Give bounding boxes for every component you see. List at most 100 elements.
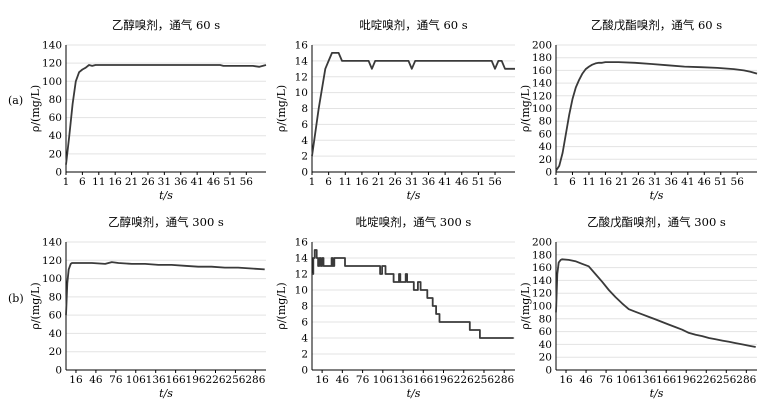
chart-5-x-tick-label: 16 xyxy=(559,374,573,386)
chart-2-y-tick-label: 60 xyxy=(539,128,552,140)
chart-4-y-tick-label: 6 xyxy=(301,317,308,329)
chart-5-y-tick-label: 180 xyxy=(532,249,552,261)
chart-5-y-tick-label: 0 xyxy=(545,365,552,377)
chart-2-y-tick-label: 100 xyxy=(532,103,552,115)
chart-3-x-tick-label: 106 xyxy=(126,374,146,386)
chart-0-x-tick-label: 36 xyxy=(174,176,188,188)
chart-2-y-tick-label: 140 xyxy=(532,78,552,90)
chart-1-y-tick-label: 14 xyxy=(295,55,309,67)
chart-0-x-tick-label: 26 xyxy=(141,176,155,188)
chart-5-y-tick-label: 200 xyxy=(532,237,552,249)
chart-2-x-tick-label: 1 xyxy=(553,176,560,188)
chart-4-x-tick-label: 166 xyxy=(413,374,433,386)
chart-2-x-tick-label: 51 xyxy=(714,176,727,188)
chart-2-x-tick-label: 31 xyxy=(648,176,661,188)
chart-4-x-tick-label: 226 xyxy=(454,374,474,386)
chart-1-x-tick-label: 1 xyxy=(309,176,316,188)
chart-2-x-tick-label: 56 xyxy=(731,176,745,188)
chart-0-x-tick-label: 21 xyxy=(125,176,138,188)
chart-4-series-line xyxy=(312,249,514,339)
chart-2-title: 乙酸戊酯嗅剂，通气 60 s xyxy=(591,18,722,32)
chart-5-x-tick-label: 136 xyxy=(636,374,656,386)
chart-1-x-tick-label: 41 xyxy=(438,176,451,188)
chart-1-x-tick-label: 31 xyxy=(405,176,418,188)
chart-4-y-tick-label: 10 xyxy=(295,285,308,297)
chart-3-y-tick-label: 140 xyxy=(42,237,62,249)
chart-5-y-tick-label: 80 xyxy=(539,313,552,325)
chart-0-x-tick-label: 56 xyxy=(240,176,254,188)
chart-4-x-axis-label: t/s xyxy=(407,387,421,400)
chart-3-x-tick-label: 196 xyxy=(186,374,206,386)
chart-5-y-tick-label: 160 xyxy=(532,262,552,274)
chart-2-y-tick-label: 40 xyxy=(539,141,552,153)
chart-1-x-tick-label: 56 xyxy=(488,176,502,188)
chart-4-x-tick-label: 286 xyxy=(494,374,514,386)
chart-3-x-tick-label: 166 xyxy=(166,374,186,386)
chart-3-x-tick-label: 76 xyxy=(109,374,123,386)
chart-3-y-tick-label: 80 xyxy=(49,291,62,303)
chart-1-y-tick-label: 12 xyxy=(295,71,308,83)
chart-3-y-tick-label: 60 xyxy=(49,310,62,322)
chart-1-y-tick-label: 0 xyxy=(301,167,308,179)
chart-0-y-tick-label: 140 xyxy=(42,40,62,52)
chart-3-y-axis-label: ρ/(mg/L) xyxy=(29,282,42,329)
chart-5-x-tick-label: 76 xyxy=(599,374,613,386)
chart-4-x-tick-label: 256 xyxy=(474,374,494,386)
chart-3-x-tick-label: 256 xyxy=(225,374,245,386)
chart-1-x-tick-label: 36 xyxy=(422,176,436,188)
chart-2-x-axis-label: t/s xyxy=(650,189,664,202)
chart-1-y-tick-label: 2 xyxy=(301,151,308,163)
chart-0-x-tick-label: 51 xyxy=(223,176,236,188)
chart-1-x-tick-label: 51 xyxy=(472,176,485,188)
chart-2-x-tick-label: 11 xyxy=(582,176,595,188)
chart-0-series-line xyxy=(65,64,267,165)
chart-0-x-tick-label: 46 xyxy=(207,176,221,188)
chart-0-x-tick-label: 41 xyxy=(190,176,203,188)
chart-1-y-axis-label: ρ/(mg/L) xyxy=(275,85,288,132)
chart-3-y-tick-label: 40 xyxy=(49,328,62,340)
chart-3-y-tick-label: 120 xyxy=(42,255,62,267)
chart-5-y-tick-label: 140 xyxy=(532,275,552,287)
row-label-a: (a) xyxy=(8,94,23,107)
chart-1-title: 吡啶嗅剂，通气 60 s xyxy=(359,18,467,32)
chart-4-x-tick-label: 196 xyxy=(433,374,453,386)
chart-0-x-tick-label: 11 xyxy=(92,176,105,188)
chart-5-x-tick-label: 196 xyxy=(676,374,696,386)
chart-1-series-line xyxy=(311,52,515,157)
chart-2-y-axis-label: ρ/(mg/L) xyxy=(519,85,532,132)
chart-4-y-tick-label: 2 xyxy=(301,349,308,361)
chart-3-x-tick-label: 136 xyxy=(146,374,166,386)
chart-3-y-tick-label: 20 xyxy=(49,346,62,358)
chart-1-y-tick-label: 10 xyxy=(295,87,308,99)
chart-4-x-tick-label: 46 xyxy=(336,374,350,386)
chart-4-y-tick-label: 14 xyxy=(295,253,309,265)
row-label-b: (b) xyxy=(8,292,24,305)
chart-4-y-tick-label: 12 xyxy=(295,269,308,281)
chart-3-y-tick-label: 0 xyxy=(55,365,62,377)
chart-5-x-axis-label: t/s xyxy=(650,387,664,400)
chart-1-y-tick-label: 16 xyxy=(295,40,309,52)
chart-4-y-axis-label: ρ/(mg/L) xyxy=(275,282,288,329)
chart-0-x-tick-label: 31 xyxy=(158,176,171,188)
chart-5-y-tick-label: 100 xyxy=(532,301,552,313)
chart-0-y-tick-label: 0 xyxy=(55,167,62,179)
chart-2-x-tick-label: 21 xyxy=(615,176,628,188)
chart-5-y-tick-label: 60 xyxy=(539,326,552,338)
chart-2-y-tick-label: 20 xyxy=(539,154,552,166)
chart-4-x-tick-label: 136 xyxy=(393,374,413,386)
chart-5-y-tick-label: 20 xyxy=(539,352,552,364)
chart-5-y-tick-label: 40 xyxy=(539,339,552,351)
chart-3-x-tick-label: 46 xyxy=(89,374,103,386)
chart-5-y-tick-label: 120 xyxy=(532,288,552,300)
chart-2-y-tick-label: 120 xyxy=(532,90,552,102)
chart-5-x-tick-label: 106 xyxy=(616,374,636,386)
chart-5-title: 乙酸戊酯嗅剂，通气 300 s xyxy=(587,215,726,229)
chart-0-x-tick-label: 6 xyxy=(79,176,86,188)
